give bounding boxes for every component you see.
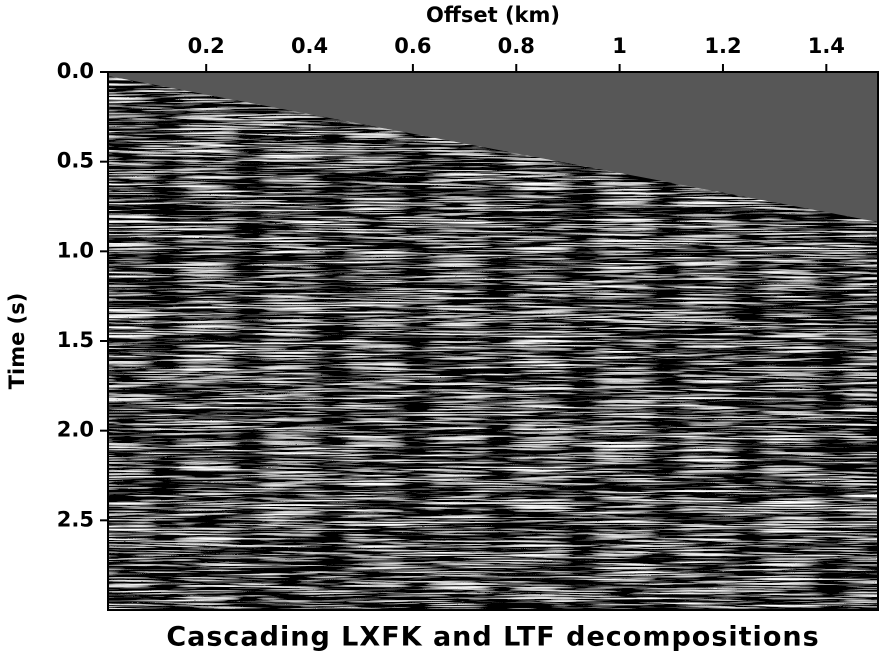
y-tick-label: 1.5 <box>57 328 94 352</box>
caption: Cascading LXFK and LTF decompositions <box>166 622 819 653</box>
x-tick-label: 0.4 <box>291 34 328 58</box>
y-tick-label: 0.0 <box>57 59 94 83</box>
y-axis-title: Time (s) <box>5 293 29 390</box>
y-tick-label: 0.5 <box>57 149 94 173</box>
seismic-image <box>108 72 878 610</box>
x-tick-label: 0.6 <box>394 34 431 58</box>
y-tick-label: 1.0 <box>57 238 94 262</box>
x-tick-label: 1.4 <box>808 34 845 58</box>
x-tick-label: 0.2 <box>188 34 225 58</box>
mute-zone <box>108 72 878 222</box>
y-tick-label: 2.5 <box>57 507 94 531</box>
x-tick-label: 1 <box>612 34 627 58</box>
x-axis-title: Offset (km) <box>426 3 560 27</box>
y-tick-label: 2.0 <box>57 418 94 442</box>
x-tick-label: 1.2 <box>704 34 741 58</box>
x-tick-label: 0.8 <box>498 34 535 58</box>
